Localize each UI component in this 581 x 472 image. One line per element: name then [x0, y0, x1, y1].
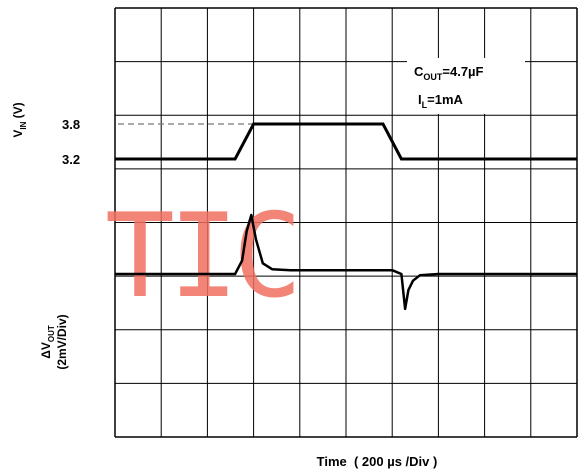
watermark-text: TIC	[105, 189, 297, 324]
vin-label-main: V	[11, 130, 25, 138]
il-value: =1mA	[427, 92, 463, 107]
il-annotation: IL=1mA	[418, 92, 464, 110]
vin-tick-label: 3.8	[62, 117, 80, 132]
cout-annotation: COUT=4.7µF	[414, 64, 484, 82]
vin-label-unit: (V)	[11, 102, 25, 121]
vout-axis-label: ΔVOUT	[39, 325, 56, 359]
watermark: TIC	[105, 189, 303, 324]
cout-value: =4.7µF	[442, 64, 483, 79]
vin-axis-label: VIN (V)	[11, 102, 28, 137]
vout-axis-scale-label: (2mV/Div)	[55, 314, 69, 369]
cout-sub: OUT	[423, 72, 443, 82]
cout-main: C	[414, 64, 424, 79]
x-axis-label: Time ( 200 µs /Div )	[317, 454, 438, 469]
vout-label-main: ΔV	[39, 342, 53, 359]
vout-label-sub: OUT	[47, 325, 56, 342]
vout-trace	[115, 213, 577, 311]
il-sub: L	[422, 100, 428, 110]
annotation-background	[407, 58, 525, 114]
vin-trace	[115, 122, 577, 161]
vin-tick-label: 3.2	[62, 152, 80, 167]
vin-label-sub: IN	[19, 121, 28, 129]
il-main: I	[418, 92, 422, 107]
